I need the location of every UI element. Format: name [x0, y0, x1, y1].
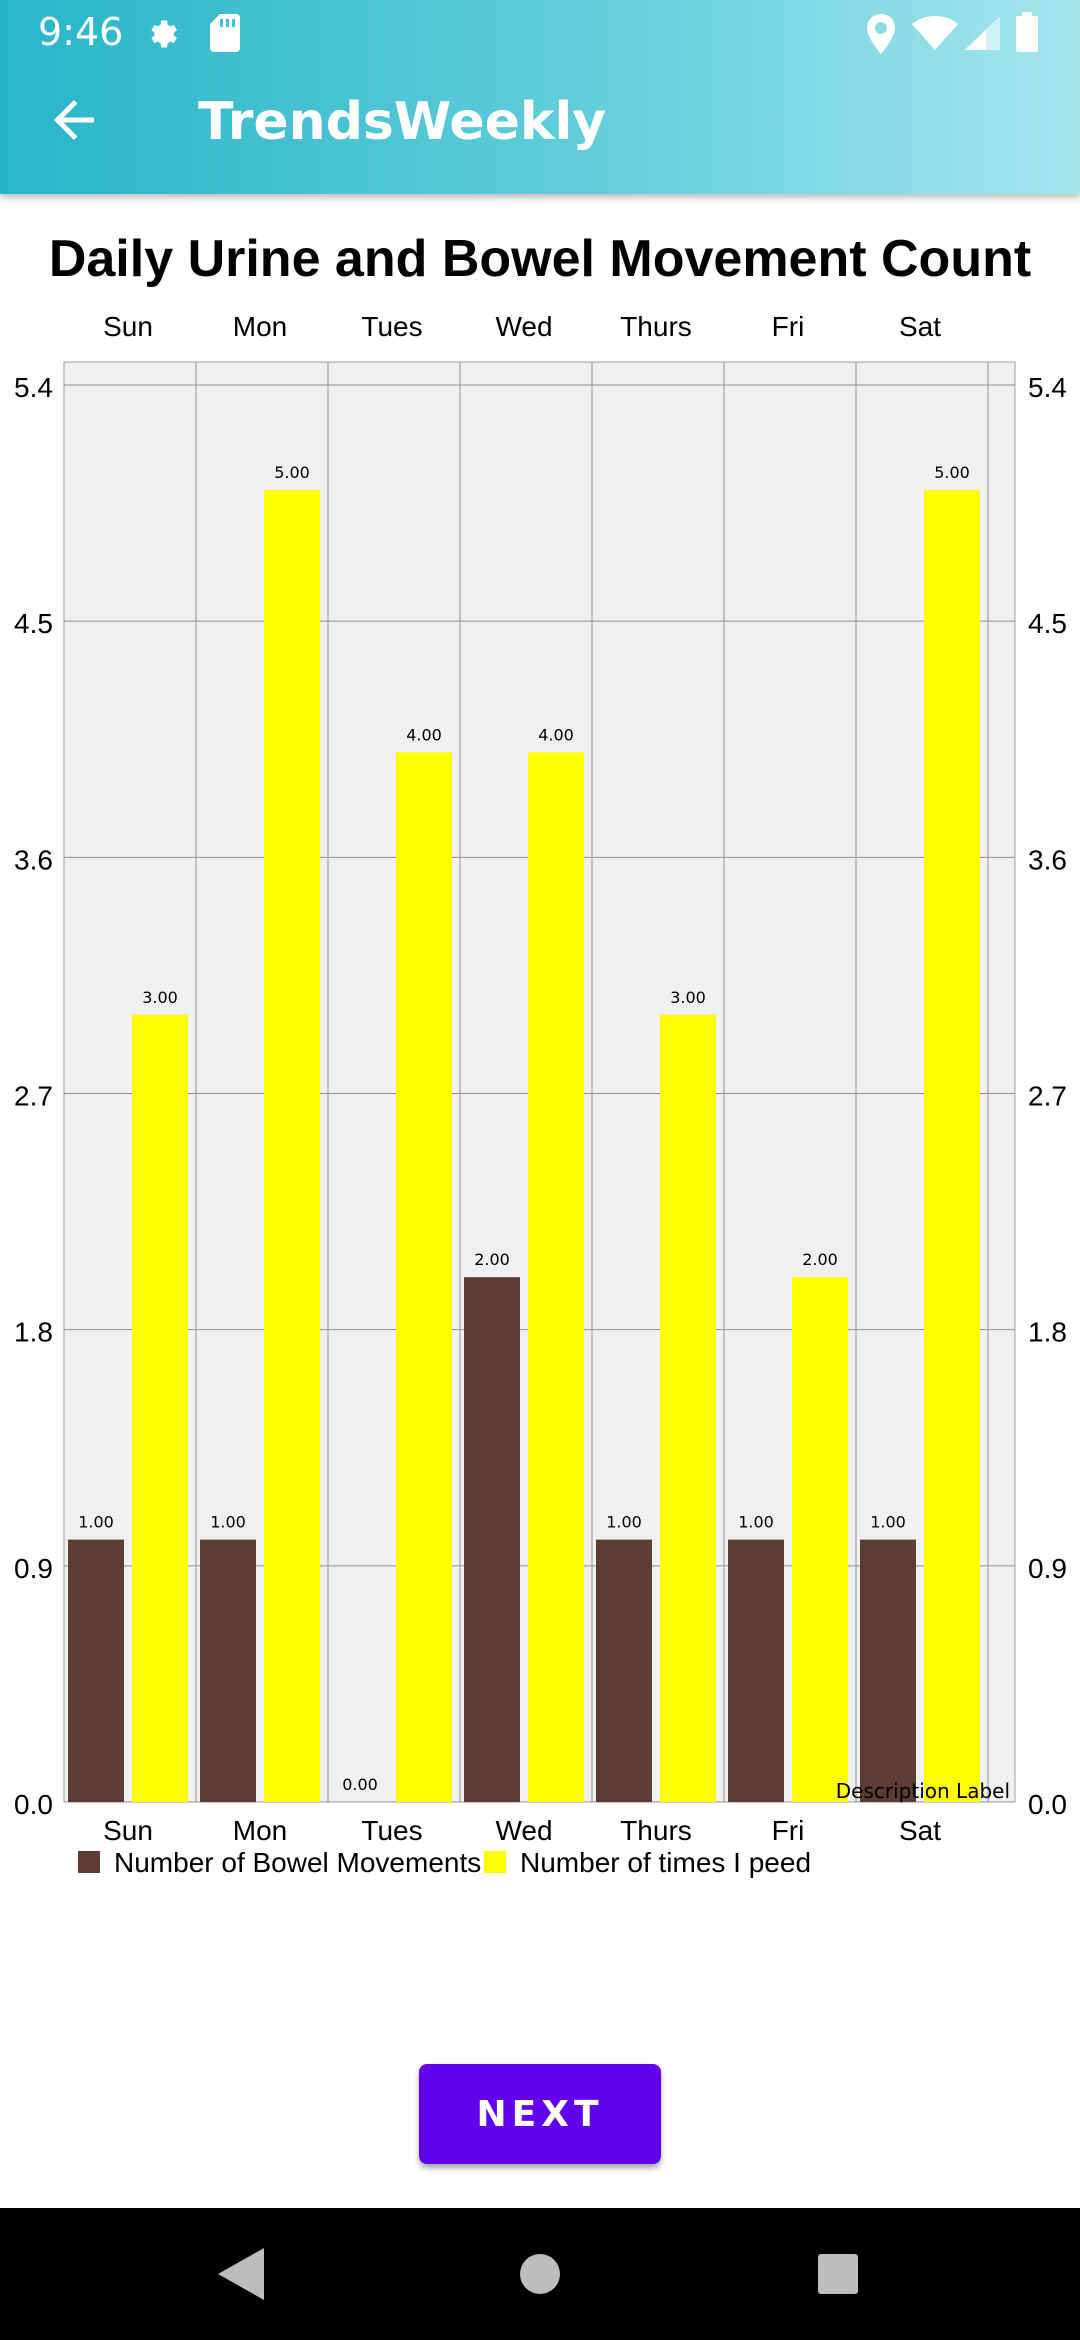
y-tick-label-right: 0.0	[1028, 1789, 1067, 1820]
legend-swatch	[484, 1851, 506, 1873]
status-bar: 9:46	[0, 0, 1080, 66]
data-label: 1.00	[606, 1513, 642, 1532]
data-label: 3.00	[670, 988, 706, 1007]
nav-home-icon[interactable]	[520, 2254, 560, 2294]
bar-pee	[396, 752, 452, 1802]
location-icon	[867, 14, 895, 54]
data-label: 1.00	[738, 1513, 774, 1532]
bar-pee	[264, 489, 320, 1803]
y-tick-label-right: 0.9	[1028, 1553, 1067, 1584]
data-label: 1.00	[78, 1513, 114, 1532]
bar-bowel	[728, 1539, 784, 1802]
y-tick-label-left: 2.7	[14, 1081, 53, 1112]
battery-icon	[1016, 12, 1038, 52]
x-tick-label-bottom: Sat	[899, 1815, 941, 1846]
y-tick-label-left: 0.9	[14, 1553, 53, 1584]
y-tick-label-left: 4.5	[14, 608, 53, 639]
x-tick-label-bottom: Thurs	[620, 1815, 692, 1846]
nav-recents-icon[interactable]	[818, 2254, 858, 2294]
bar-bowel	[596, 1539, 652, 1802]
y-tick-label-right: 2.7	[1028, 1081, 1067, 1112]
x-tick-label-top: Wed	[495, 311, 552, 342]
next-button[interactable]: NEXT	[419, 2064, 661, 2164]
x-tick-label-top: Fri	[772, 311, 805, 342]
data-label: 1.00	[870, 1513, 906, 1532]
y-tick-label-right: 5.4	[1028, 372, 1067, 403]
bar-bowel	[464, 1277, 520, 1802]
bar-pee	[660, 1014, 716, 1802]
chart-title: Daily Urine and Bowel Movement Count	[49, 230, 1031, 288]
sd-card-icon	[210, 14, 240, 52]
y-tick-label-left: 1.8	[14, 1317, 53, 1348]
bar-pee	[528, 752, 584, 1802]
bar-bowel	[860, 1539, 916, 1802]
legend-label: Number of times I peed	[520, 1847, 811, 1878]
chart-plot: 0.0 0.0 0.9 0.9 1.8 1.8 2.7 2.7 3.6 3.6 4.5 4.5 5.4 5…	[14, 311, 1067, 1878]
bar-bowel	[200, 1539, 256, 1802]
x-tick-label-top: Tues	[361, 311, 422, 342]
x-tick-label-bottom: Fri	[772, 1815, 805, 1846]
data-label: 1.00	[210, 1513, 246, 1532]
y-tick-label-right: 1.8	[1028, 1317, 1067, 1348]
data-label: 2.00	[802, 1250, 838, 1269]
data-label: 5.00	[274, 463, 310, 482]
gear-icon	[151, 20, 177, 48]
bar-bowel	[68, 1539, 124, 1802]
nav-back-icon[interactable]	[218, 2248, 264, 2300]
data-label: 2.00	[474, 1250, 510, 1269]
data-label: 0.00	[342, 1775, 378, 1794]
y-tick-label-left: 0.0	[14, 1789, 53, 1820]
x-tick-label-top: Thurs	[620, 311, 692, 342]
y-tick-label-right: 4.5	[1028, 608, 1067, 639]
x-tick-label-bottom: Mon	[233, 1815, 287, 1846]
y-tick-label-left: 5.4	[14, 372, 53, 403]
app-bar: 9:46 TrendsWeekly	[0, 0, 1080, 194]
description-label: Description Label	[836, 1779, 1010, 1803]
back-arrow-icon[interactable]	[44, 90, 104, 150]
wifi-icon	[912, 16, 958, 50]
app-title: TrendsWeekly	[198, 92, 607, 152]
y-tick-label-left: 3.6	[14, 844, 53, 875]
bar-pee	[792, 1277, 848, 1802]
x-tick-label-top: Sat	[899, 311, 941, 342]
x-tick-label-top: Sun	[103, 311, 153, 342]
legend-label: Number of Bowel Movements	[114, 1847, 481, 1878]
signal-icon	[964, 16, 1000, 50]
legend-swatch	[78, 1851, 100, 1873]
data-label: 3.00	[142, 988, 178, 1007]
x-tick-label-bottom: Tues	[361, 1815, 422, 1846]
navigation-bar	[0, 2208, 1080, 2340]
y-tick-label-right: 3.6	[1028, 844, 1067, 875]
x-tick-label-bottom: Sun	[103, 1815, 153, 1846]
data-label: 5.00	[934, 463, 970, 482]
bar-pee	[132, 1014, 188, 1802]
bar-pee	[924, 489, 980, 1803]
x-tick-label-bottom: Wed	[495, 1815, 552, 1846]
status-time: 9:46	[38, 10, 124, 54]
bar-chart: Daily Urine and Bowel Movement Count 0.0…	[14, 230, 1067, 1878]
data-label: 4.00	[538, 725, 574, 744]
x-tick-label-top: Mon	[233, 311, 287, 342]
data-label: 4.00	[406, 725, 442, 744]
